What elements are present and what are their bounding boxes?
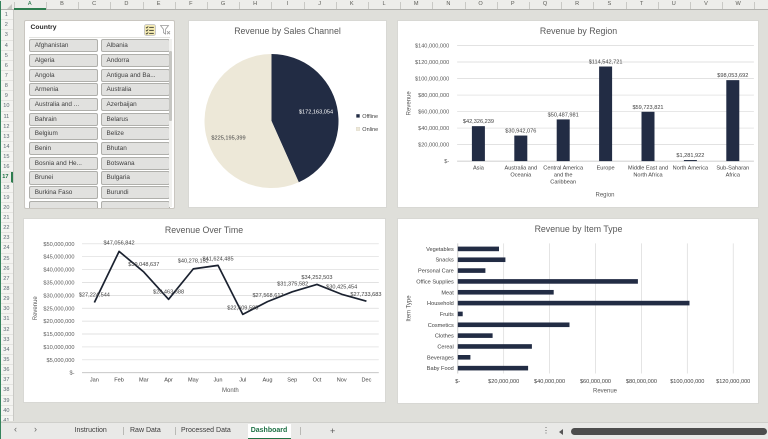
svg-text:May: May (188, 377, 199, 383)
svg-text:Item Type: Item Type (406, 294, 412, 321)
svg-text:and the: and the (553, 173, 572, 179)
svg-text:Europe: Europe (596, 166, 614, 172)
svg-text:North Africa: North Africa (633, 173, 663, 179)
svg-text:Baby Food: Baby Food (426, 366, 453, 372)
svg-text:Region: Region (595, 193, 614, 199)
svg-text:$59,723,821: $59,723,821 (632, 105, 663, 111)
svg-text:Offline: Offline (362, 114, 378, 120)
svg-text:$40,278,152: $40,278,152 (178, 258, 209, 264)
svg-text:$40,000,000: $40,000,000 (418, 126, 449, 132)
svg-text:$50,487,981: $50,487,981 (547, 112, 578, 118)
svg-text:$34,252,503: $34,252,503 (301, 274, 332, 280)
svg-text:Personal Care: Personal Care (418, 268, 454, 274)
svg-text:$41,624,485: $41,624,485 (202, 256, 233, 262)
svg-text:$114,542,721: $114,542,721 (588, 60, 622, 66)
svg-text:$20,000,000: $20,000,000 (43, 319, 74, 325)
svg-text:Nov: Nov (337, 377, 347, 383)
svg-text:$140,000,000: $140,000,000 (414, 44, 448, 50)
svg-text:$98,053,692: $98,053,692 (717, 73, 748, 79)
svg-text:$100,000,000: $100,000,000 (414, 77, 448, 83)
svg-text:$172,163,054: $172,163,054 (298, 110, 332, 116)
svg-text:Revenue by Item Type: Revenue by Item Type (534, 224, 622, 234)
svg-text:Feb: Feb (114, 377, 124, 383)
svg-text:$40,000,000: $40,000,000 (534, 379, 565, 385)
svg-text:North America: North America (672, 166, 708, 172)
svg-text:Sub-Saharan: Sub-Saharan (716, 166, 749, 172)
svg-text:$60,000,000: $60,000,000 (418, 110, 449, 116)
svg-text:Central America: Central America (543, 166, 584, 172)
svg-text:Jun: Jun (214, 377, 223, 383)
svg-text:$30,000,000: $30,000,000 (43, 293, 74, 299)
svg-text:$40,000,000: $40,000,000 (43, 267, 74, 273)
svg-text:Month: Month (222, 388, 239, 394)
svg-text:$35,000,000: $35,000,000 (43, 280, 74, 286)
svg-text:Revenue: Revenue (406, 91, 412, 116)
svg-text:$47,056,842: $47,056,842 (104, 240, 135, 246)
svg-text:$20,000,000: $20,000,000 (488, 379, 519, 385)
svg-text:$1,281,922: $1,281,922 (676, 153, 704, 159)
svg-text:Oceania: Oceania (510, 173, 532, 179)
svg-text:Aug: Aug (263, 377, 273, 383)
svg-text:$27,568,617: $27,568,617 (252, 293, 283, 299)
svg-text:Snacks: Snacks (435, 257, 454, 263)
svg-text:$5,000,000: $5,000,000 (47, 357, 75, 363)
svg-text:$39,048,637: $39,048,637 (128, 262, 159, 268)
svg-text:$22,609,585: $22,609,585 (227, 305, 258, 311)
svg-text:Africa: Africa (725, 173, 740, 179)
svg-text:$28,463,688: $28,463,688 (153, 289, 184, 295)
svg-text:$50,000,000: $50,000,000 (43, 241, 74, 247)
svg-text:Cereal: Cereal (437, 344, 453, 350)
svg-text:Sep: Sep (287, 377, 297, 383)
svg-text:Jul: Jul (239, 377, 246, 383)
svg-text:Fruits: Fruits (439, 311, 453, 317)
svg-text:$27,733,683: $27,733,683 (350, 292, 381, 298)
svg-text:Online: Online (362, 127, 378, 133)
svg-text:$-: $- (444, 159, 449, 165)
svg-text:Office Supplies: Office Supplies (416, 279, 454, 285)
svg-text:Revenue Over Time: Revenue Over Time (165, 225, 243, 235)
svg-text:$100,000,000: $100,000,000 (670, 379, 704, 385)
svg-text:Middle East and: Middle East and (627, 166, 667, 172)
svg-text:$42,326,239: $42,326,239 (462, 119, 493, 125)
svg-text:Household: Household (427, 301, 454, 307)
svg-text:$15,000,000: $15,000,000 (43, 332, 74, 338)
svg-text:Vegetables: Vegetables (426, 246, 454, 252)
svg-text:$31,375,582: $31,375,582 (277, 281, 308, 287)
svg-text:Beverages: Beverages (427, 355, 454, 361)
svg-text:$80,000,000: $80,000,000 (418, 93, 449, 99)
svg-text:Meat: Meat (441, 290, 454, 296)
svg-text:Asia: Asia (472, 166, 484, 172)
svg-text:Revenue by Sales Channel: Revenue by Sales Channel (234, 26, 341, 36)
svg-text:$-: $- (455, 379, 460, 385)
svg-text:$25,000,000: $25,000,000 (43, 306, 74, 312)
svg-text:$225,195,399: $225,195,399 (211, 136, 245, 142)
svg-text:Cosmetics: Cosmetics (427, 322, 453, 328)
svg-text:Caribbean: Caribbean (550, 180, 576, 186)
svg-text:Oct: Oct (313, 377, 322, 383)
svg-text:Apr: Apr (164, 377, 173, 383)
svg-text:$20,000,000: $20,000,000 (418, 143, 449, 149)
svg-text:$120,000,000: $120,000,000 (414, 60, 448, 66)
svg-text:$120,000,000: $120,000,000 (716, 379, 750, 385)
svg-text:Jan: Jan (90, 377, 99, 383)
svg-text:$27,224,544: $27,224,544 (79, 292, 110, 298)
svg-text:Revenue: Revenue (592, 388, 617, 394)
svg-text:$10,000,000: $10,000,000 (43, 344, 74, 350)
svg-text:Revenue: Revenue (33, 295, 39, 320)
svg-text:$30,425,454: $30,425,454 (326, 284, 357, 290)
svg-text:Revenue by Region: Revenue by Region (539, 26, 616, 36)
svg-text:Clothes: Clothes (434, 333, 453, 339)
svg-text:Dec: Dec (361, 377, 371, 383)
svg-text:$45,000,000: $45,000,000 (43, 254, 74, 260)
svg-text:Australia and: Australia and (504, 166, 537, 172)
svg-text:$60,000,000: $60,000,000 (579, 379, 610, 385)
svg-text:$-: $- (70, 370, 75, 376)
svg-text:$30,942,076: $30,942,076 (505, 129, 536, 135)
svg-text:Mar: Mar (139, 377, 149, 383)
svg-text:$80,000,000: $80,000,000 (625, 379, 656, 385)
